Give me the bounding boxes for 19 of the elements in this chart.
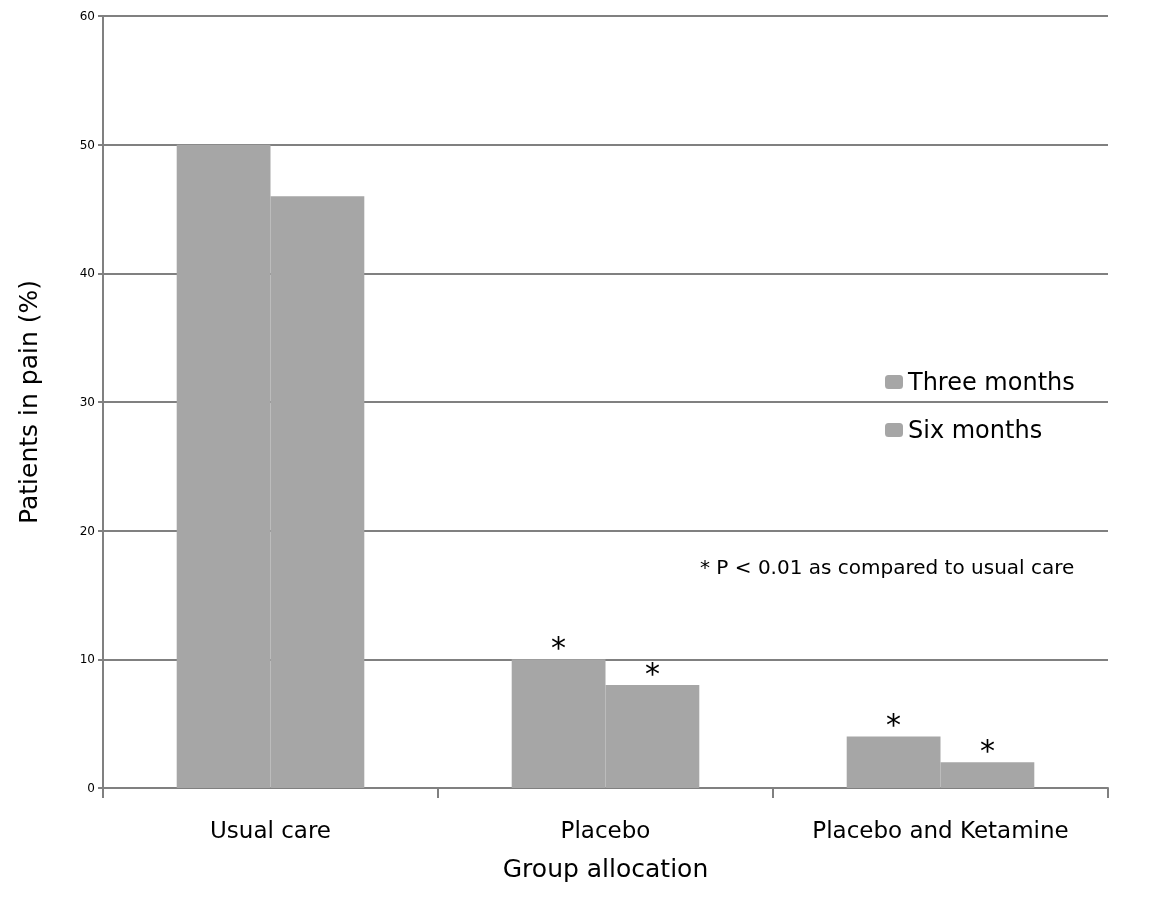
annotation: * P < 0.01 as compared to usual care <box>700 555 1075 579</box>
annotation: * <box>551 629 567 665</box>
x-axis-title: Group allocation <box>502 854 709 883</box>
annotation: * <box>886 707 902 743</box>
y-tick-label: 40 <box>79 266 95 281</box>
y-tick-label: 20 <box>79 523 95 538</box>
y-tick-label: 0 <box>87 781 95 795</box>
x-tick-label: Placebo <box>560 816 651 843</box>
x-tick-label: Placebo and Ketamine <box>812 816 1069 843</box>
y-tick-label: 60 <box>79 9 95 23</box>
y-tick-label: 30 <box>79 395 95 409</box>
annotation: * <box>979 732 995 768</box>
legend-label: Six months <box>908 416 1043 444</box>
x-tick-label: Usual care <box>209 816 332 843</box>
y-axis-title: Patients in pain (%) <box>14 280 43 524</box>
legend-label: Three months <box>907 368 1075 396</box>
annotation: * <box>644 655 660 691</box>
y-tick-label: 10 <box>79 652 95 667</box>
y-tick-label: 50 <box>79 137 95 152</box>
